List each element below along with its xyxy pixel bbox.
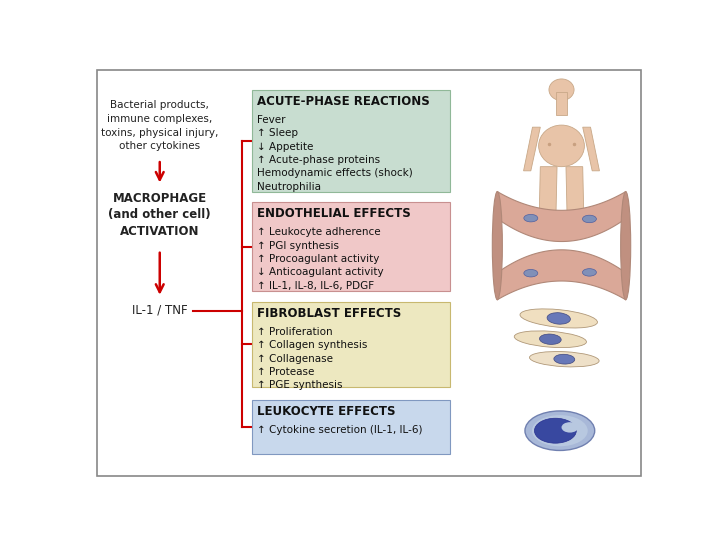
Text: ↑ Leukocyte adherence: ↑ Leukocyte adherence (258, 227, 381, 238)
Ellipse shape (539, 334, 561, 345)
Ellipse shape (539, 125, 585, 167)
Text: Fever: Fever (258, 115, 286, 125)
Polygon shape (523, 127, 540, 171)
Text: ↑ Collagenase: ↑ Collagenase (258, 354, 333, 364)
Text: ↓ Anticoagulant activity: ↓ Anticoagulant activity (258, 267, 384, 278)
Ellipse shape (621, 192, 631, 300)
Ellipse shape (492, 192, 503, 300)
Polygon shape (539, 167, 557, 217)
Ellipse shape (520, 309, 598, 328)
Bar (556, 92, 567, 114)
Text: Bacterial products,: Bacterial products, (110, 100, 210, 110)
Polygon shape (582, 127, 600, 171)
FancyBboxPatch shape (96, 70, 642, 476)
Text: other cytokines: other cytokines (120, 141, 200, 151)
Ellipse shape (582, 269, 596, 276)
Ellipse shape (582, 215, 596, 222)
Text: ENDOTHELIAL EFFECTS: ENDOTHELIAL EFFECTS (258, 207, 411, 220)
Text: IL-1 / TNF: IL-1 / TNF (132, 304, 188, 317)
Text: ↑ PGI synthesis: ↑ PGI synthesis (258, 241, 339, 251)
Polygon shape (498, 250, 626, 300)
Bar (252, 202, 450, 292)
Text: MACROPHAGE: MACROPHAGE (113, 192, 207, 205)
Text: LEUKOCYTE EFFECTS: LEUKOCYTE EFFECTS (258, 405, 396, 418)
Ellipse shape (532, 415, 588, 446)
Ellipse shape (534, 418, 576, 443)
Ellipse shape (549, 79, 574, 100)
Ellipse shape (524, 214, 538, 222)
Text: ↑ Cytokine secretion (IL-1, IL-6): ↑ Cytokine secretion (IL-1, IL-6) (258, 425, 423, 435)
Text: FIBROBLAST EFFECTS: FIBROBLAST EFFECTS (258, 307, 402, 320)
Text: ↑ Procoagulant activity: ↑ Procoagulant activity (258, 254, 379, 264)
Text: Hemodynamic effects (shock): Hemodynamic effects (shock) (258, 168, 413, 178)
Polygon shape (566, 167, 584, 217)
Text: Neutrophilia: Neutrophilia (258, 181, 321, 192)
Text: (and other cell): (and other cell) (109, 208, 211, 221)
Text: ACUTE-PHASE REACTIONS: ACUTE-PHASE REACTIONS (258, 95, 430, 108)
Ellipse shape (524, 269, 538, 277)
Text: immune complexes,: immune complexes, (107, 114, 212, 124)
Bar (252, 90, 450, 192)
Ellipse shape (547, 313, 570, 324)
Text: ↑ Proliferation: ↑ Proliferation (258, 327, 333, 337)
Text: ↑ Collagen synthesis: ↑ Collagen synthesis (258, 341, 368, 350)
Ellipse shape (514, 331, 586, 348)
Text: ↑ PGE synthesis: ↑ PGE synthesis (258, 380, 343, 390)
Text: ↑ Sleep: ↑ Sleep (258, 129, 298, 138)
Ellipse shape (554, 354, 575, 364)
Text: ↑ Protease: ↑ Protease (258, 367, 315, 377)
Ellipse shape (562, 422, 578, 433)
Polygon shape (498, 192, 626, 241)
Text: toxins, physical injury,: toxins, physical injury, (101, 127, 218, 138)
Text: ↓ Appetite: ↓ Appetite (258, 141, 314, 152)
Bar (252, 302, 450, 387)
Bar (252, 400, 450, 454)
Ellipse shape (529, 352, 599, 367)
Text: ↑ Acute-phase proteins: ↑ Acute-phase proteins (258, 155, 381, 165)
Ellipse shape (525, 411, 595, 450)
Text: ACTIVATION: ACTIVATION (120, 225, 199, 238)
Text: ↑ IL-1, IL-8, IL-6, PDGF: ↑ IL-1, IL-8, IL-6, PDGF (258, 281, 374, 291)
